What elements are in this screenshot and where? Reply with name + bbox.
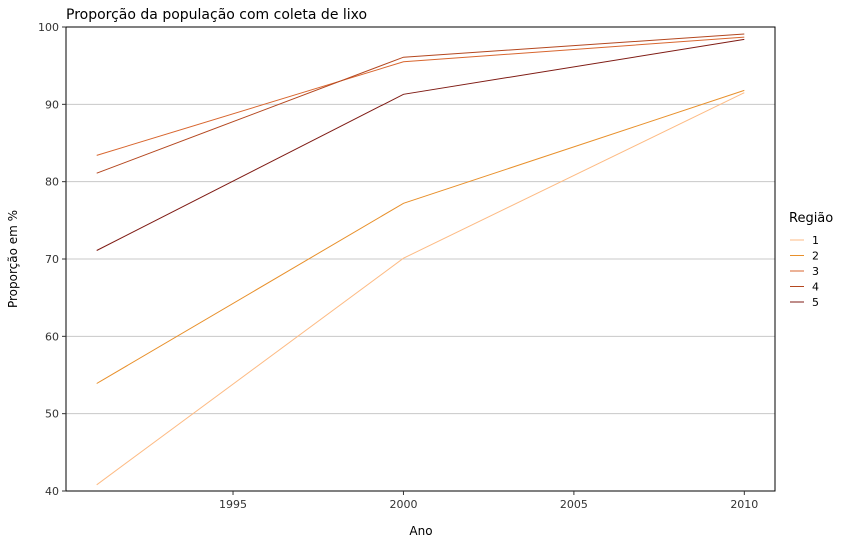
x-tick-label-2005: 2005 <box>560 498 588 511</box>
series-lines <box>96 33 745 486</box>
y-tick-label-50: 50 <box>45 408 59 421</box>
y-axis-ticks: 40 50 60 70 80 90 100 <box>38 21 66 498</box>
chart-title: Proporção da população com coleta de lix… <box>66 7 367 23</box>
series-line-regiao-4 <box>96 33 745 174</box>
legend-label-3: 3 <box>812 265 819 278</box>
y-tick-label-80: 80 <box>45 176 59 189</box>
series-line-regiao-3 <box>96 36 745 156</box>
legend: Região 1 2 3 4 5 <box>789 211 833 309</box>
series-line-regiao-2 <box>96 89 745 384</box>
series-line-regiao-5 <box>96 38 745 251</box>
y-tick-label-100: 100 <box>38 21 59 34</box>
x-axis-label: Ano <box>409 524 432 538</box>
x-tick-label-2010: 2010 <box>730 498 758 511</box>
legend-label-1: 1 <box>812 234 819 247</box>
y-axis-label: Proporção em % <box>6 210 20 308</box>
legend-title: Região <box>789 211 833 226</box>
x-tick-label-1995: 1995 <box>219 498 247 511</box>
y-tick-label-60: 60 <box>45 330 59 343</box>
series-line-regiao-1 <box>96 92 745 486</box>
legend-label-5: 5 <box>812 296 819 309</box>
y-tick-label-70: 70 <box>45 253 59 266</box>
y-tick-label-90: 90 <box>45 98 59 111</box>
legend-label-4: 4 <box>812 281 819 294</box>
y-tick-label-40: 40 <box>45 485 59 498</box>
x-tick-label-2000: 2000 <box>389 498 417 511</box>
gridlines <box>66 26 775 492</box>
x-axis-ticks: 1995 2000 2005 2010 <box>219 491 758 511</box>
legend-label-2: 2 <box>812 250 819 263</box>
